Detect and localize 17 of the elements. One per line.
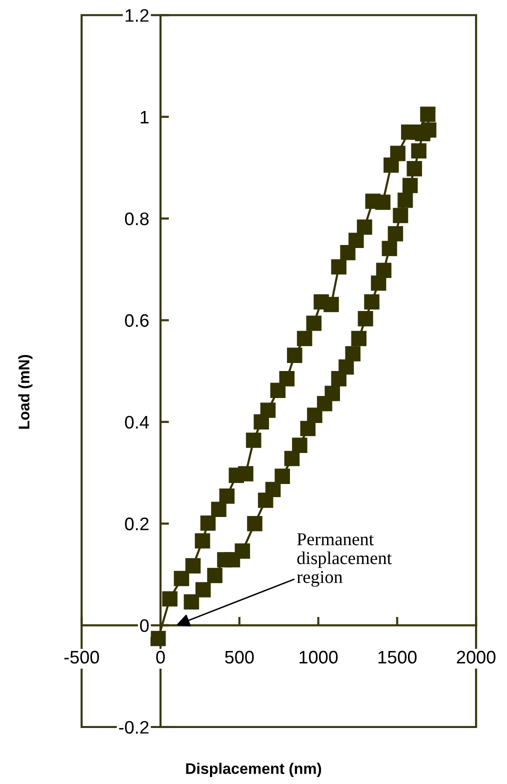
x-tick-label: 500 [225,650,254,664]
x-axis-title: Displacement (nm) [186,762,322,778]
y-tick-label: 0 [140,619,149,632]
y-tick-label: 0.2 [125,518,148,530]
x-tick-label: 0 [156,650,165,664]
y-axis-title: Load (mN) [18,354,32,429]
y-tick-label: 0.8 [125,212,149,226]
x-tick-label: 2000 [456,650,496,664]
x-tick-label: 1500 [378,650,417,664]
annotation: Permanent displacement region [296,533,392,587]
x-tick-label: 1000 [300,650,338,664]
x-tick-label: -500 [64,650,99,664]
y-tick-label: 1.2 [126,9,148,22]
y-tick-label: 0.4 [125,416,149,429]
y-tick-label: -0.2 [119,720,148,734]
y-tick-label: 0.6 [125,314,149,327]
y-tick-label: 1 [140,110,149,124]
